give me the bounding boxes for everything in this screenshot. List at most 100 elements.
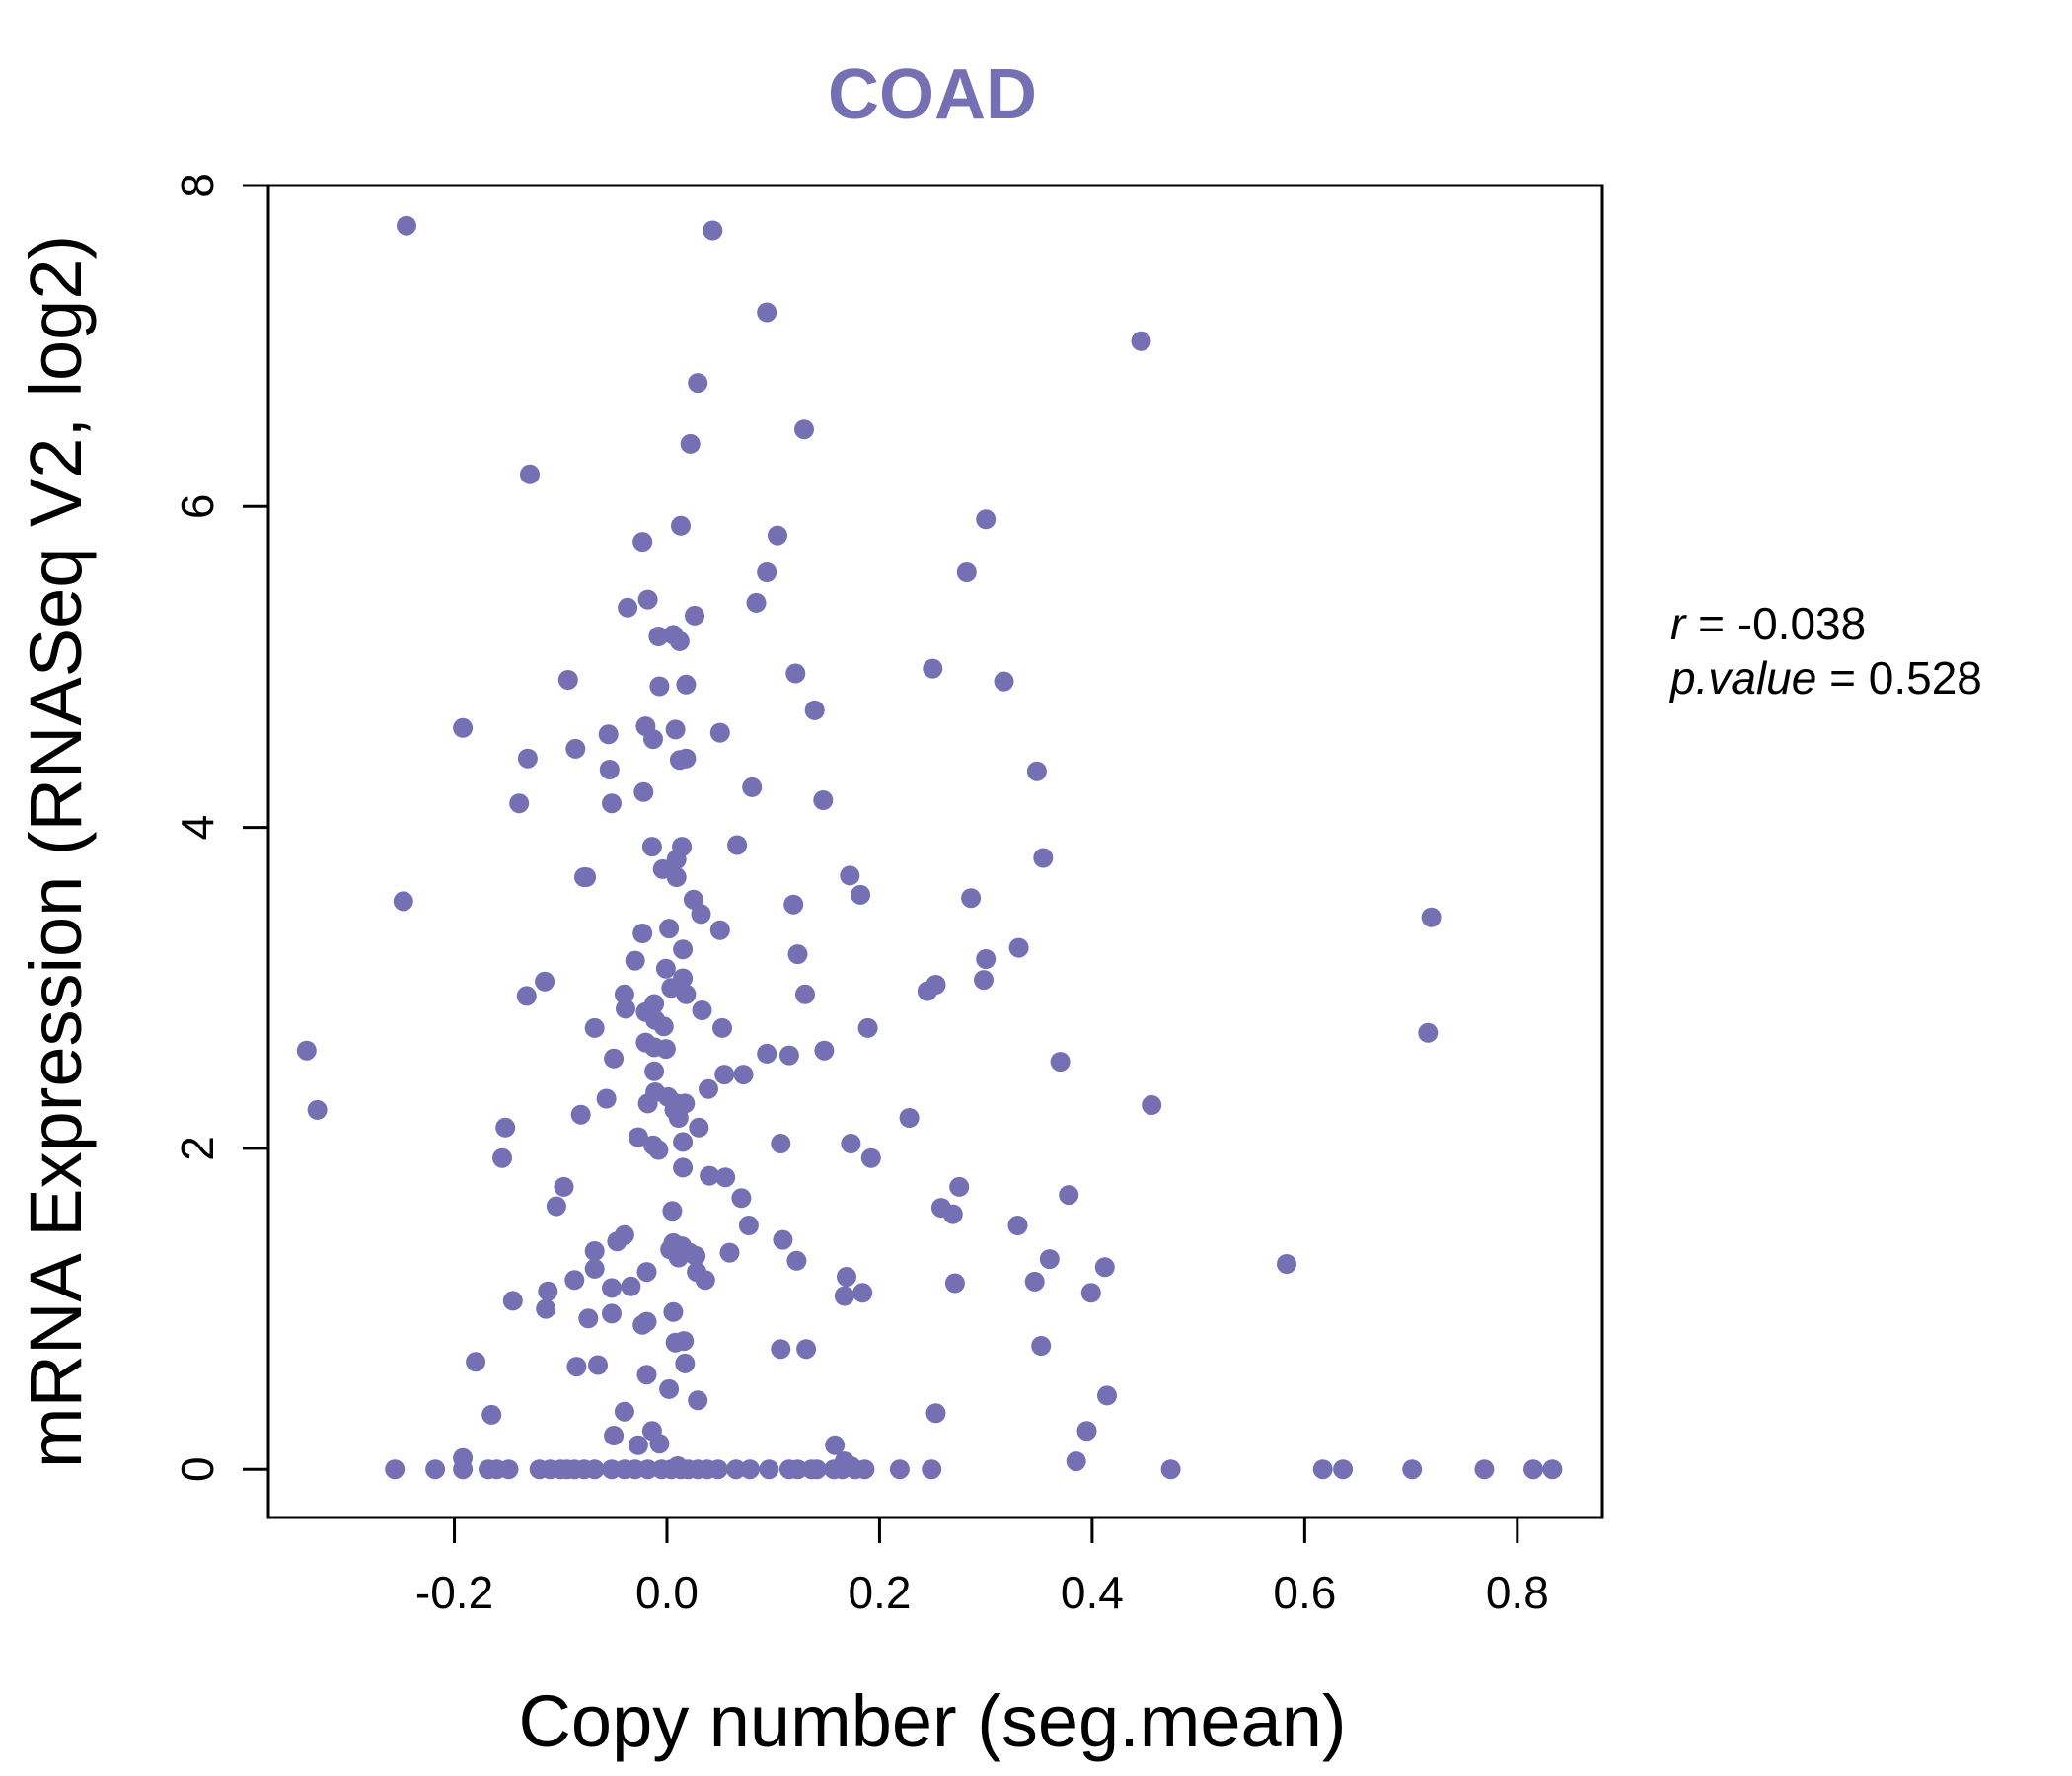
p-stat: p.value = 0.528 (1668, 652, 1982, 703)
data-point (925, 1403, 946, 1424)
data-point (666, 867, 687, 887)
data-point (804, 700, 825, 720)
data-point (771, 1134, 791, 1153)
data-point (520, 464, 540, 484)
y-tick-label: 4 (172, 815, 223, 841)
data-point (787, 1459, 808, 1480)
data-point (795, 984, 815, 1004)
data-point (1523, 1459, 1543, 1480)
x-axis-title: Copy number (seg.mean) (518, 1680, 1346, 1762)
data-point (662, 1201, 683, 1221)
data-point (637, 589, 658, 610)
data-point (535, 971, 555, 992)
data-point (307, 1099, 328, 1120)
data-point (453, 717, 474, 738)
data-point (618, 597, 638, 618)
data-point (669, 630, 690, 651)
data-point (712, 1017, 732, 1038)
data-point (1039, 1249, 1060, 1270)
data-point (653, 1016, 674, 1037)
data-point (917, 981, 937, 1001)
data-point (648, 627, 669, 646)
p-value: 0.528 (1869, 652, 1982, 703)
data-point (813, 790, 834, 810)
data-point (695, 1270, 715, 1291)
data-point (676, 748, 697, 769)
data-point (673, 1157, 694, 1178)
x-tick-label: 0.6 (1273, 1567, 1336, 1618)
data-point (649, 1434, 670, 1454)
data-point (1024, 1271, 1045, 1292)
data-point (726, 1459, 746, 1480)
data-point (700, 1165, 720, 1186)
data-point (773, 1229, 793, 1250)
correlation-stats: r = -0.038 p.value = 0.528 (1668, 598, 1982, 703)
data-point (1008, 937, 1029, 958)
x-tick-label: 0.0 (635, 1567, 699, 1618)
data-point (425, 1459, 446, 1480)
data-point (852, 1283, 873, 1303)
data-point (956, 562, 977, 582)
data-point (637, 1093, 658, 1114)
data-point (834, 1286, 854, 1306)
data-point (492, 1147, 512, 1168)
data-point (557, 670, 578, 690)
data-point (1066, 1451, 1086, 1472)
data-point (1474, 1459, 1495, 1480)
data-point (604, 1048, 625, 1069)
data-point (632, 532, 653, 553)
r-equals: = (1698, 598, 1738, 649)
data-point (1097, 1385, 1117, 1406)
data-point (584, 1258, 605, 1279)
data-point (393, 891, 413, 912)
data-point (668, 1108, 689, 1128)
data-point (899, 1108, 920, 1128)
data-point (806, 1459, 827, 1480)
data-point (648, 1140, 669, 1160)
data-point (686, 1245, 706, 1266)
data-point (655, 1039, 676, 1060)
data-point (923, 658, 943, 679)
x-tick-label: 0.2 (848, 1567, 911, 1618)
p-label: p.value (1668, 652, 1816, 703)
data-point (757, 302, 777, 323)
data-point (1033, 848, 1054, 868)
data-point (1007, 1216, 1028, 1235)
data-point (616, 999, 635, 1019)
data-point (857, 1017, 878, 1038)
data-point (746, 592, 767, 613)
data-point (1142, 1095, 1162, 1115)
chart-title: COAD (828, 55, 1037, 134)
x-axis: -0.2 0.0 0.2 0.4 0.6 0.8 (415, 1517, 1549, 1618)
data-point (663, 1301, 684, 1322)
data-point (944, 1273, 965, 1294)
data-point (778, 1045, 799, 1066)
data-point (641, 837, 662, 857)
data-point (546, 1196, 566, 1217)
data-point (578, 1308, 599, 1329)
data-point (1312, 1459, 1333, 1480)
data-point (599, 760, 620, 779)
data-point (636, 1365, 657, 1385)
data-point (757, 1043, 777, 1064)
data-point (644, 1061, 665, 1081)
data-point (1026, 761, 1047, 781)
data-point (636, 1262, 657, 1283)
data-point (1542, 1459, 1563, 1480)
data-point (628, 1435, 648, 1455)
data-point (949, 1176, 970, 1197)
data-point (727, 835, 748, 855)
data-point (707, 1459, 728, 1480)
data-point (714, 1065, 735, 1085)
data-point (665, 719, 686, 740)
data-point (665, 1332, 686, 1353)
data-point (554, 1176, 574, 1197)
data-point (1131, 331, 1151, 351)
data-point (731, 1188, 752, 1209)
data-point (566, 1357, 587, 1377)
y-tick-label: 6 (172, 494, 223, 520)
data-point (787, 944, 808, 965)
data-point (796, 1339, 817, 1360)
data-point (564, 1270, 585, 1291)
data-point (825, 1435, 846, 1455)
